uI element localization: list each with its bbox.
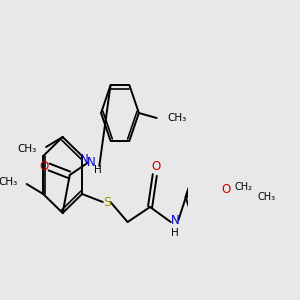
- Text: O: O: [151, 160, 160, 172]
- Text: CH₃: CH₃: [167, 113, 187, 123]
- Text: CH₃: CH₃: [257, 192, 275, 202]
- Text: N: N: [170, 214, 179, 227]
- Text: H: H: [94, 165, 102, 175]
- Text: O: O: [221, 183, 230, 196]
- Text: CH₂: CH₂: [234, 182, 252, 192]
- Text: N: N: [80, 154, 88, 166]
- Text: S: S: [103, 196, 111, 208]
- Text: O: O: [39, 160, 48, 173]
- Text: CH₃: CH₃: [17, 144, 37, 154]
- Text: N: N: [87, 155, 96, 169]
- Text: H: H: [171, 228, 179, 238]
- Text: CH₃: CH₃: [0, 177, 17, 187]
